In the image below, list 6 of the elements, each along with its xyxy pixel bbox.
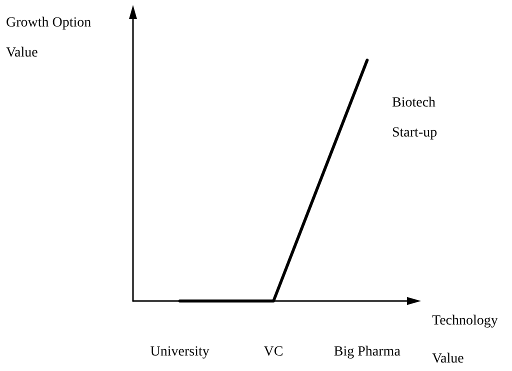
- annotation: Biotech Start-up: [392, 96, 440, 140]
- text: Technology Value: [432, 314, 498, 366]
- x-tick-label: Big Pharma: [334, 344, 402, 360]
- x-tick-label: University: [150, 344, 210, 360]
- y-axis-title: Growth Option Value: [6, 16, 95, 60]
- x-tick-label: VC: [264, 344, 284, 360]
